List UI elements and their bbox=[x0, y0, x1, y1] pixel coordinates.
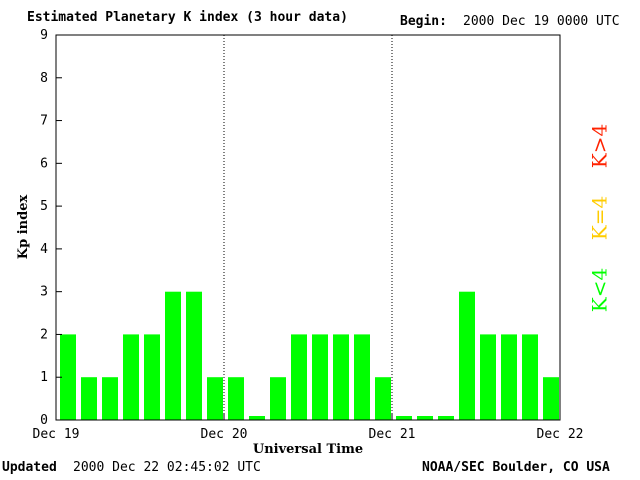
kp-bar bbox=[501, 334, 517, 420]
y-tick-label: 8 bbox=[40, 71, 48, 86]
chart-title: Estimated Planetary K index (3 hour data… bbox=[27, 10, 348, 25]
kp-bar bbox=[522, 334, 538, 420]
kp-bar bbox=[543, 377, 559, 420]
legend-entry: K<4 bbox=[588, 268, 612, 312]
bars-group bbox=[60, 291, 559, 420]
kp-bar bbox=[81, 377, 97, 420]
legend-entry: K=4 bbox=[588, 196, 612, 240]
kp-bar bbox=[144, 334, 160, 420]
kp-bar bbox=[438, 416, 454, 420]
y-tick-label: 2 bbox=[40, 327, 48, 342]
kp-bar bbox=[396, 416, 412, 420]
y-axis-label: Kp index bbox=[16, 195, 31, 260]
kp-bar bbox=[354, 334, 370, 420]
day-separators bbox=[223, 35, 393, 420]
kp-bar bbox=[186, 291, 202, 420]
kp-bar bbox=[291, 334, 307, 420]
kp-bar bbox=[333, 334, 349, 420]
kp-bar bbox=[249, 416, 265, 420]
updated-value: 2000 Dec 22 02:45:02 UTC bbox=[73, 460, 261, 475]
y-tick-label: 4 bbox=[40, 242, 48, 257]
kp-bar bbox=[270, 377, 286, 420]
kp-bar bbox=[165, 291, 181, 420]
kp-bar bbox=[459, 291, 475, 420]
begin-value: 2000 Dec 19 0000 UTC bbox=[463, 14, 620, 29]
x-axis-label: Universal Time bbox=[253, 442, 363, 457]
y-tick-label: 9 bbox=[40, 28, 48, 43]
x-tick-label: Dec 20 bbox=[201, 427, 248, 442]
legend-entry: K>4 bbox=[588, 124, 612, 168]
kp-bar bbox=[480, 334, 496, 420]
x-tick-label: Dec 19 bbox=[33, 427, 80, 442]
x-tick-label: Dec 21 bbox=[369, 427, 416, 442]
plot-frame bbox=[55, 34, 561, 421]
x-tick-label: Dec 22 bbox=[537, 427, 584, 442]
kp-bar bbox=[123, 334, 139, 420]
begin-label: Begin: bbox=[400, 14, 447, 29]
kp-bar bbox=[228, 377, 244, 420]
legend: K<4 K=4 K>4 bbox=[588, 124, 612, 312]
y-tick-label: 6 bbox=[40, 156, 48, 171]
kp-bar bbox=[312, 334, 328, 420]
x-axis-ticks: Dec 19 Dec 20 Dec 21 Dec 22 bbox=[33, 414, 584, 442]
kp-bar bbox=[375, 377, 391, 420]
y-tick-label: 7 bbox=[40, 114, 48, 129]
y-tick-label: 1 bbox=[40, 370, 48, 385]
organization-label: NOAA/SEC Boulder, CO USA bbox=[422, 460, 610, 475]
kp-bar bbox=[102, 377, 118, 420]
y-tick-label: 5 bbox=[40, 199, 48, 214]
kp-bar bbox=[60, 334, 76, 420]
updated-label: Updated bbox=[2, 460, 57, 475]
y-tick-label: 3 bbox=[40, 285, 48, 300]
kp-bar bbox=[417, 416, 433, 420]
y-tick-label: 0 bbox=[40, 413, 48, 428]
kp-bar bbox=[207, 377, 223, 420]
y-axis-ticks: 0 1 2 3 4 5 6 7 8 9 bbox=[40, 28, 62, 428]
